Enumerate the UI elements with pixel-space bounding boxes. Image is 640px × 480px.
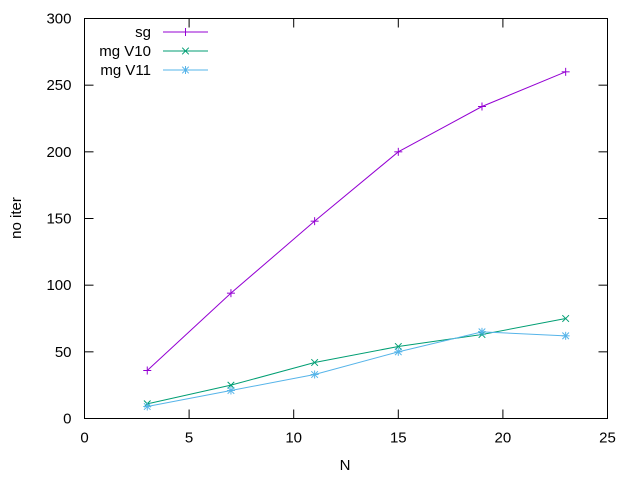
- series-markers: [143, 67, 570, 411]
- data-point: [394, 147, 403, 156]
- data-point: [394, 342, 402, 351]
- x-tick-label: 25: [599, 430, 616, 447]
- data-point: [477, 327, 486, 336]
- series-lines: [146, 71, 566, 407]
- legend: sg mg V10 mg V11: [99, 24, 208, 79]
- x-tick-label: 5: [185, 430, 193, 447]
- data-point: [226, 386, 235, 395]
- series-line-1: [146, 71, 566, 371]
- y-tick-label: 300: [46, 11, 71, 28]
- series-line-2: [147, 318, 566, 405]
- data-point: [226, 289, 235, 298]
- data-point: [143, 366, 152, 375]
- legend-marker-sample: [181, 28, 190, 36]
- legend-marker-sample: [181, 47, 190, 55]
- data-point: [310, 358, 319, 367]
- y-tick-label: 250: [46, 77, 71, 94]
- y-tick-label: 0: [63, 411, 71, 428]
- x-axis-label: N: [340, 457, 351, 474]
- x-tick-label: 15: [390, 430, 407, 447]
- data-point: [310, 217, 319, 226]
- legend-label: mg V11: [100, 62, 151, 79]
- data-point: [310, 370, 319, 379]
- data-point: [394, 347, 403, 356]
- y-tick-label: 150: [46, 211, 71, 228]
- data-point: [227, 381, 235, 389]
- legend-entry: mg V11: [100, 62, 208, 79]
- y-tick-label: 50: [55, 344, 72, 361]
- data-point: [561, 331, 570, 340]
- data-point: [561, 67, 570, 76]
- series-line-3: [147, 331, 566, 407]
- plot-frame: [84, 18, 608, 419]
- legend-label: sg: [135, 24, 151, 41]
- data-point: [562, 314, 570, 323]
- x-tick-label: 20: [495, 430, 512, 447]
- legend-label: mg V10: [99, 43, 151, 60]
- legend-marker-sample: [181, 66, 190, 74]
- legend-entry: mg V10: [99, 43, 208, 60]
- y-tick-label: 100: [46, 277, 71, 294]
- legend-entry: sg: [135, 24, 208, 41]
- y-tick-label: 200: [46, 144, 71, 161]
- x-tick-label: 0: [80, 430, 88, 447]
- data-point: [143, 402, 152, 411]
- x-tick-label: 10: [285, 430, 302, 447]
- data-point: [477, 102, 486, 111]
- y-axis-label: no iter: [8, 197, 25, 239]
